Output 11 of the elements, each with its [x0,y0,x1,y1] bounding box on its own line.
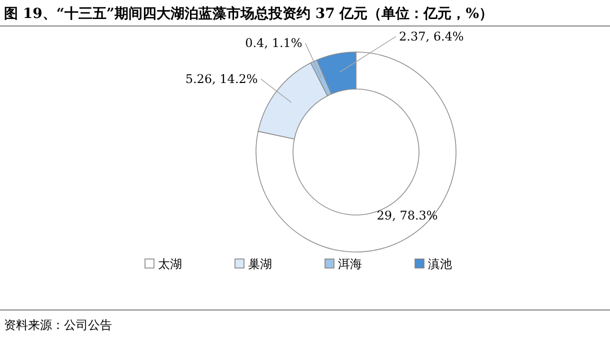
data-label: 0.4, 1.1% [245,36,302,50]
data-label: 5.26, 14.2% [185,72,258,86]
legend-label: 巢湖 [248,257,272,271]
chart-title: 图 19、“十三五”期间四大湖泊蓝藻市场总投资约 37 亿元（单位：亿元，%） [4,5,493,22]
legend-label: 滇池 [428,257,452,271]
data-label: 2.37, 6.4% [399,29,464,44]
legend-label: 太湖 [158,257,182,271]
data-label: 29, 78.3% [376,208,438,222]
text: 资料来源：公司公告 [4,318,112,332]
legend-label: 洱海 [338,257,362,271]
donut-slice [256,52,456,252]
